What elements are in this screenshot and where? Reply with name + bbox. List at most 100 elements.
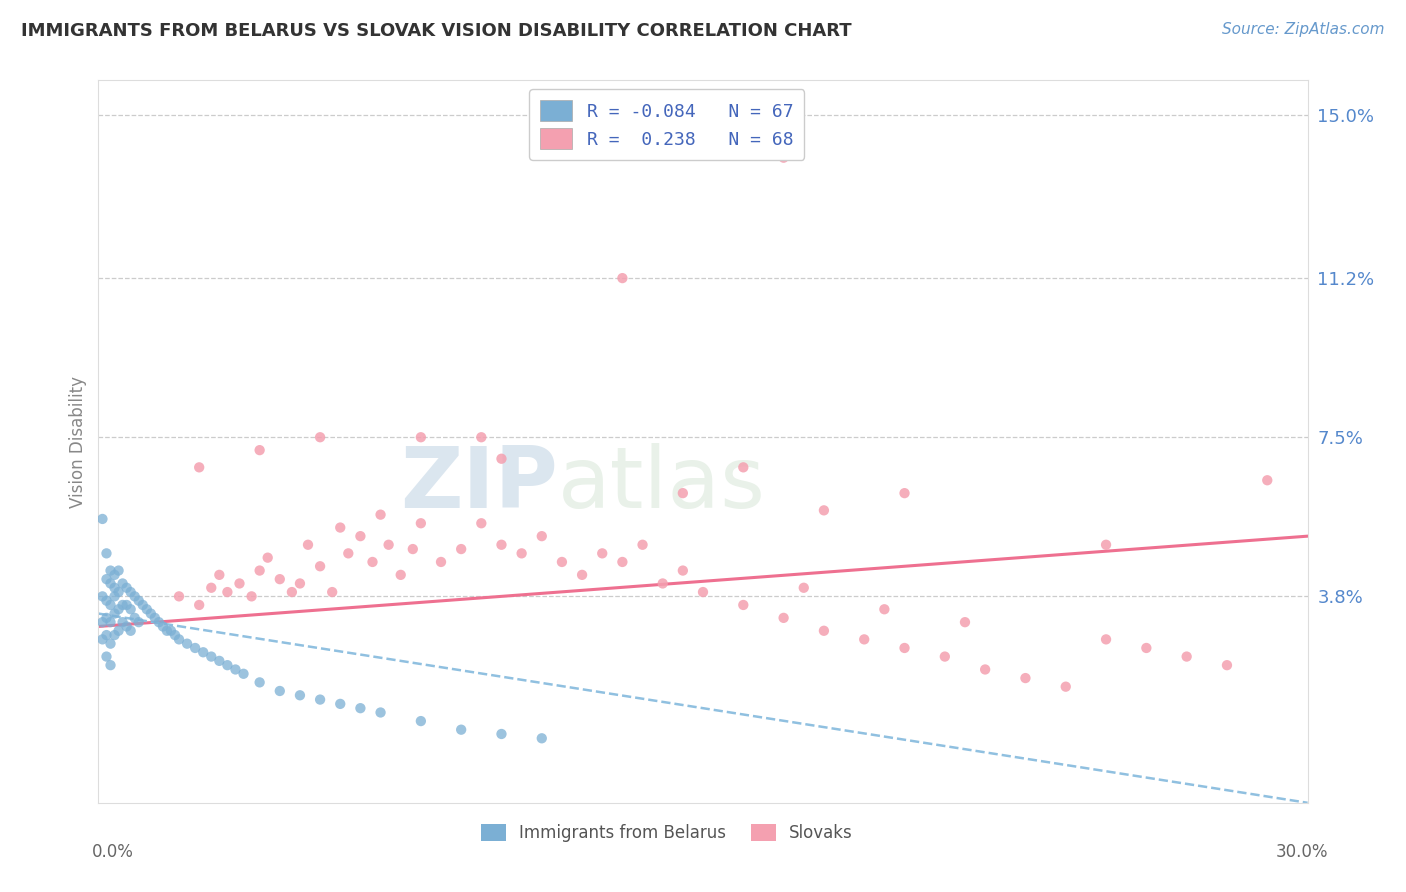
Point — [111, 598, 134, 612]
Point — [813, 503, 835, 517]
Point — [100, 576, 122, 591]
Point — [167, 632, 190, 647]
Point — [651, 576, 673, 591]
Point — [249, 564, 271, 578]
Point — [160, 624, 183, 638]
Point — [107, 624, 129, 638]
Point — [510, 546, 533, 560]
Text: IMMIGRANTS FROM BELARUS VS SLOVAK VISION DISABILITY CORRELATION CHART: IMMIGRANTS FROM BELARUS VS SLOVAK VISION… — [21, 22, 852, 40]
Point — [409, 714, 432, 728]
Point — [103, 567, 125, 582]
Point — [103, 581, 125, 595]
Point — [107, 564, 129, 578]
Legend: Immigrants from Belarus, Slovaks: Immigrants from Belarus, Slovaks — [474, 817, 859, 848]
Point — [309, 692, 332, 706]
Point — [1256, 473, 1278, 487]
Point — [934, 649, 956, 664]
Text: ZIP: ZIP — [401, 443, 558, 526]
Point — [107, 602, 129, 616]
Point — [329, 520, 352, 534]
Point — [128, 615, 150, 630]
Point — [100, 637, 122, 651]
Point — [124, 590, 146, 604]
Point — [733, 598, 755, 612]
Point — [200, 581, 222, 595]
Point — [120, 585, 142, 599]
Point — [349, 701, 371, 715]
Point — [1095, 538, 1118, 552]
Point — [188, 460, 211, 475]
Point — [430, 555, 453, 569]
Point — [249, 443, 271, 458]
Text: 30.0%: 30.0% — [1277, 843, 1329, 861]
Point — [91, 512, 114, 526]
Point — [470, 430, 492, 444]
Point — [893, 486, 915, 500]
Point — [733, 460, 755, 475]
Point — [974, 663, 997, 677]
Point — [491, 727, 513, 741]
Point — [297, 538, 319, 552]
Point — [551, 555, 574, 569]
Point — [184, 640, 207, 655]
Point — [96, 611, 118, 625]
Point — [100, 658, 122, 673]
Point — [349, 529, 371, 543]
Point — [208, 567, 231, 582]
Point — [124, 611, 146, 625]
Y-axis label: Vision Disability: Vision Disability — [69, 376, 87, 508]
Point — [176, 637, 198, 651]
Point — [111, 576, 134, 591]
Point — [115, 581, 138, 595]
Point — [1135, 640, 1157, 655]
Point — [1095, 632, 1118, 647]
Point — [377, 538, 399, 552]
Point — [772, 611, 794, 625]
Point — [256, 550, 278, 565]
Text: 0.0%: 0.0% — [91, 843, 134, 861]
Point — [120, 624, 142, 638]
Point — [115, 619, 138, 633]
Point — [96, 546, 118, 560]
Point — [208, 654, 231, 668]
Point — [224, 663, 246, 677]
Point — [612, 271, 634, 285]
Point — [953, 615, 976, 630]
Point — [793, 581, 815, 595]
Point — [188, 598, 211, 612]
Point — [409, 430, 432, 444]
Point — [107, 585, 129, 599]
Point — [288, 576, 311, 591]
Point — [115, 598, 138, 612]
Point — [232, 666, 254, 681]
Point — [1014, 671, 1036, 685]
Point — [1175, 649, 1198, 664]
Point — [163, 628, 186, 642]
Point — [612, 555, 634, 569]
Point — [321, 585, 343, 599]
Point — [100, 564, 122, 578]
Point — [167, 590, 190, 604]
Point — [672, 564, 695, 578]
Point — [631, 538, 654, 552]
Point — [409, 516, 432, 531]
Point — [571, 567, 593, 582]
Point — [103, 628, 125, 642]
Point — [772, 151, 794, 165]
Point — [91, 615, 114, 630]
Point — [100, 615, 122, 630]
Point — [200, 649, 222, 664]
Point — [148, 615, 170, 630]
Point — [228, 576, 250, 591]
Point — [103, 590, 125, 604]
Point — [491, 538, 513, 552]
Point — [128, 593, 150, 607]
Point — [120, 602, 142, 616]
Point — [111, 615, 134, 630]
Point — [288, 688, 311, 702]
Point — [269, 684, 291, 698]
Point — [249, 675, 271, 690]
Point — [813, 624, 835, 638]
Point — [402, 542, 425, 557]
Point — [217, 585, 239, 599]
